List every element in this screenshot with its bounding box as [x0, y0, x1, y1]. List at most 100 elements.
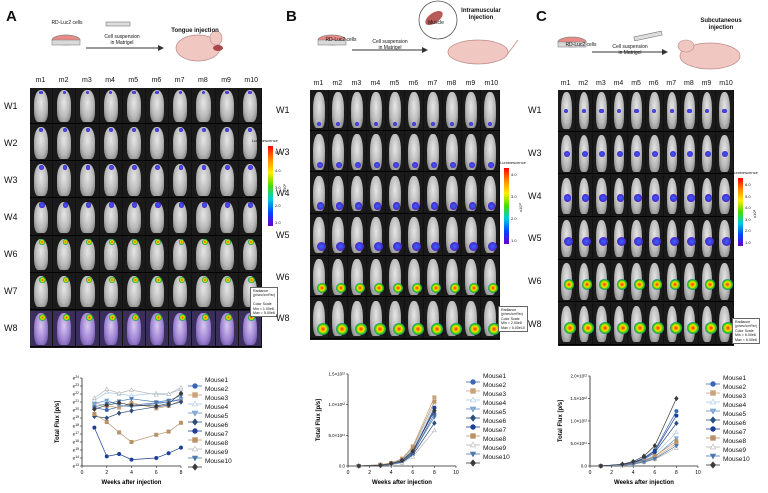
mouse-image-cell	[123, 88, 147, 124]
arrow-label: Cell suspension in Matrigel	[372, 39, 408, 51]
line-chart: 0 2 4 6 8 e13 e14 e15 e16 e17 e18 e19 e20 e21 e22 e23 e2…	[52, 370, 187, 488]
image-row	[310, 298, 500, 339]
colorbar-title: Luminescence	[732, 170, 758, 175]
injection-schematic	[51, 21, 223, 62]
luminescence-signal	[563, 279, 575, 290]
legend-item: Mouse4	[188, 403, 228, 417]
data-point-mouse6	[154, 456, 159, 461]
mouse-image-cell	[558, 175, 576, 216]
mouse-silhouette	[33, 90, 49, 122]
mouse-silhouette	[427, 300, 439, 337]
data-point-mouse10	[153, 403, 159, 409]
luminescence-signal	[616, 236, 626, 246]
luminescence-signal	[39, 202, 45, 208]
mouse-silhouette	[219, 127, 234, 159]
luminescence-signal	[634, 194, 642, 202]
luminescence-signal	[616, 194, 625, 202]
luminescence-signal	[108, 90, 113, 95]
mouse-silhouette	[484, 217, 496, 254]
x-tick-label: 8	[675, 470, 678, 476]
mouse-image-cell	[386, 298, 405, 338]
mouse-silhouette	[150, 275, 165, 308]
mouse-image-cell	[558, 218, 576, 259]
mouse-silhouette	[242, 201, 258, 234]
dish-label: RD-Luc2 cells	[51, 20, 83, 26]
luminescence-signal	[201, 202, 208, 208]
mouse-image-cell	[646, 90, 664, 131]
mouse-image-cell	[123, 162, 147, 198]
x-axis-label: Weeks after injection	[372, 480, 432, 486]
mouse-image-cell	[192, 236, 216, 272]
mouse-image-cell	[424, 173, 443, 213]
mouse-image-cell	[681, 303, 700, 344]
mouse-image-cell	[169, 273, 193, 309]
luminescence-signal	[335, 202, 344, 210]
data-point-mouse10	[116, 400, 122, 406]
data-point-mouse6	[674, 413, 679, 418]
data-point-mouse10	[399, 457, 405, 464]
luminescence-signal	[563, 194, 572, 202]
data-point-mouse8	[129, 387, 134, 392]
y-axis-label: Total Flux [p/s]	[316, 399, 322, 441]
luminescence-signal	[616, 322, 629, 335]
mouse-image-cell	[239, 162, 262, 198]
mouse-silhouette	[465, 217, 477, 254]
mouse-silhouette	[446, 300, 458, 337]
legend-marker-icon	[706, 447, 720, 460]
mouse-image-cell	[30, 162, 54, 198]
week-row-label: W4	[528, 190, 542, 201]
legend-label: Mouse3	[723, 393, 747, 400]
data-point-mouse5	[116, 410, 122, 416]
data-point-mouse7	[104, 419, 109, 424]
mouse-image-cell	[386, 256, 405, 297]
y-tick-label: 1.5×10¹²	[571, 396, 588, 401]
data-point-mouse10	[410, 448, 416, 454]
luminescence-signal	[132, 90, 136, 95]
week-row-label: W4	[276, 188, 290, 199]
colorbar-tick-label: 2.0	[511, 216, 517, 221]
mouse-image-cell	[169, 199, 193, 235]
mouse-silhouette	[150, 238, 165, 271]
data-point-mouse8	[116, 390, 122, 395]
mouse-image-cell	[405, 215, 424, 255]
data-point-mouse6	[129, 457, 134, 462]
mouse-silhouette	[103, 238, 118, 271]
legend-label: Mouse9	[723, 447, 747, 454]
luminescence-signal	[392, 242, 402, 252]
mouse-image-cell	[367, 131, 386, 172]
luminescence-signal	[62, 276, 69, 283]
mouse-image-cell	[348, 215, 367, 255]
legend-item: Mouse7	[188, 430, 228, 443]
mouse-image-cell	[100, 162, 123, 198]
legend-item: Mouse10	[466, 453, 510, 467]
luminescence-signal	[201, 90, 206, 95]
legend-marker-icon	[466, 373, 480, 385]
data-point-mouse8	[410, 454, 416, 459]
image-row	[310, 131, 500, 173]
legend-item: Mouse6	[188, 421, 228, 434]
mouse-silhouette	[351, 92, 363, 129]
mouse-image-cell	[348, 173, 367, 213]
luminescence-signal	[487, 242, 497, 252]
mouse-column-header: m6	[408, 80, 419, 87]
mouse-image-cell	[76, 125, 100, 161]
luminescence-signal	[178, 276, 185, 283]
mouse-column-header: m7	[174, 77, 185, 84]
legend-marker-icon	[466, 418, 480, 430]
data-point-mouse9	[652, 457, 658, 462]
data-point-mouse10	[356, 463, 362, 469]
data-point-mouse8	[166, 391, 172, 396]
luminescence-signal	[449, 202, 458, 210]
mouse-silhouette	[57, 312, 72, 345]
mouse-image-cell	[716, 90, 734, 131]
mouse-silhouette	[80, 201, 95, 234]
mouse-image-cell	[386, 131, 405, 172]
legend-item: Mouse10	[706, 455, 750, 469]
luminescence-signal	[85, 90, 90, 95]
luminescence-signal	[722, 194, 730, 202]
data-point-mouse6	[166, 451, 171, 456]
panel-a: A RD-Luc2 cells Cell suspension in Matri…	[0, 0, 287, 493]
data-point-mouse7	[154, 432, 159, 437]
luminescence-signal	[392, 162, 399, 169]
legend-item: Mouse8	[706, 437, 746, 449]
